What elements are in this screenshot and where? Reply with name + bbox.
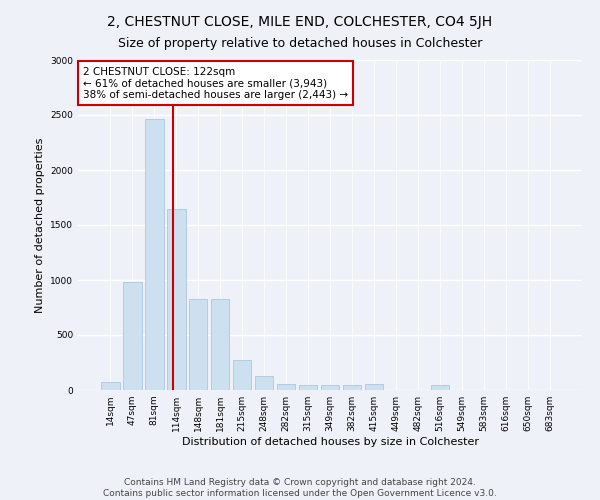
Bar (189, 298, 208, 390)
Bar (123, 282, 142, 390)
Bar (101, 382, 119, 390)
Y-axis label: Number of detached properties: Number of detached properties (35, 138, 44, 312)
Bar (277, 384, 295, 390)
X-axis label: Distribution of detached houses by size in Colchester: Distribution of detached houses by size … (182, 437, 479, 447)
Bar (211, 298, 229, 390)
Bar (167, 208, 185, 390)
Text: 2, CHESTNUT CLOSE, MILE END, COLCHESTER, CO4 5JH: 2, CHESTNUT CLOSE, MILE END, COLCHESTER,… (107, 15, 493, 29)
Bar (343, 384, 361, 390)
Bar (365, 384, 383, 390)
Bar (255, 376, 274, 390)
Text: Size of property relative to detached houses in Colchester: Size of property relative to detached ho… (118, 38, 482, 51)
Text: Contains HM Land Registry data © Crown copyright and database right 2024.
Contai: Contains HM Land Registry data © Crown c… (103, 478, 497, 498)
Bar (233, 360, 251, 390)
Bar (145, 120, 164, 390)
Bar (299, 384, 317, 390)
Bar (320, 384, 340, 390)
Bar (431, 385, 449, 390)
Text: 2 CHESTNUT CLOSE: 122sqm
← 61% of detached houses are smaller (3,943)
38% of sem: 2 CHESTNUT CLOSE: 122sqm ← 61% of detach… (83, 66, 348, 100)
